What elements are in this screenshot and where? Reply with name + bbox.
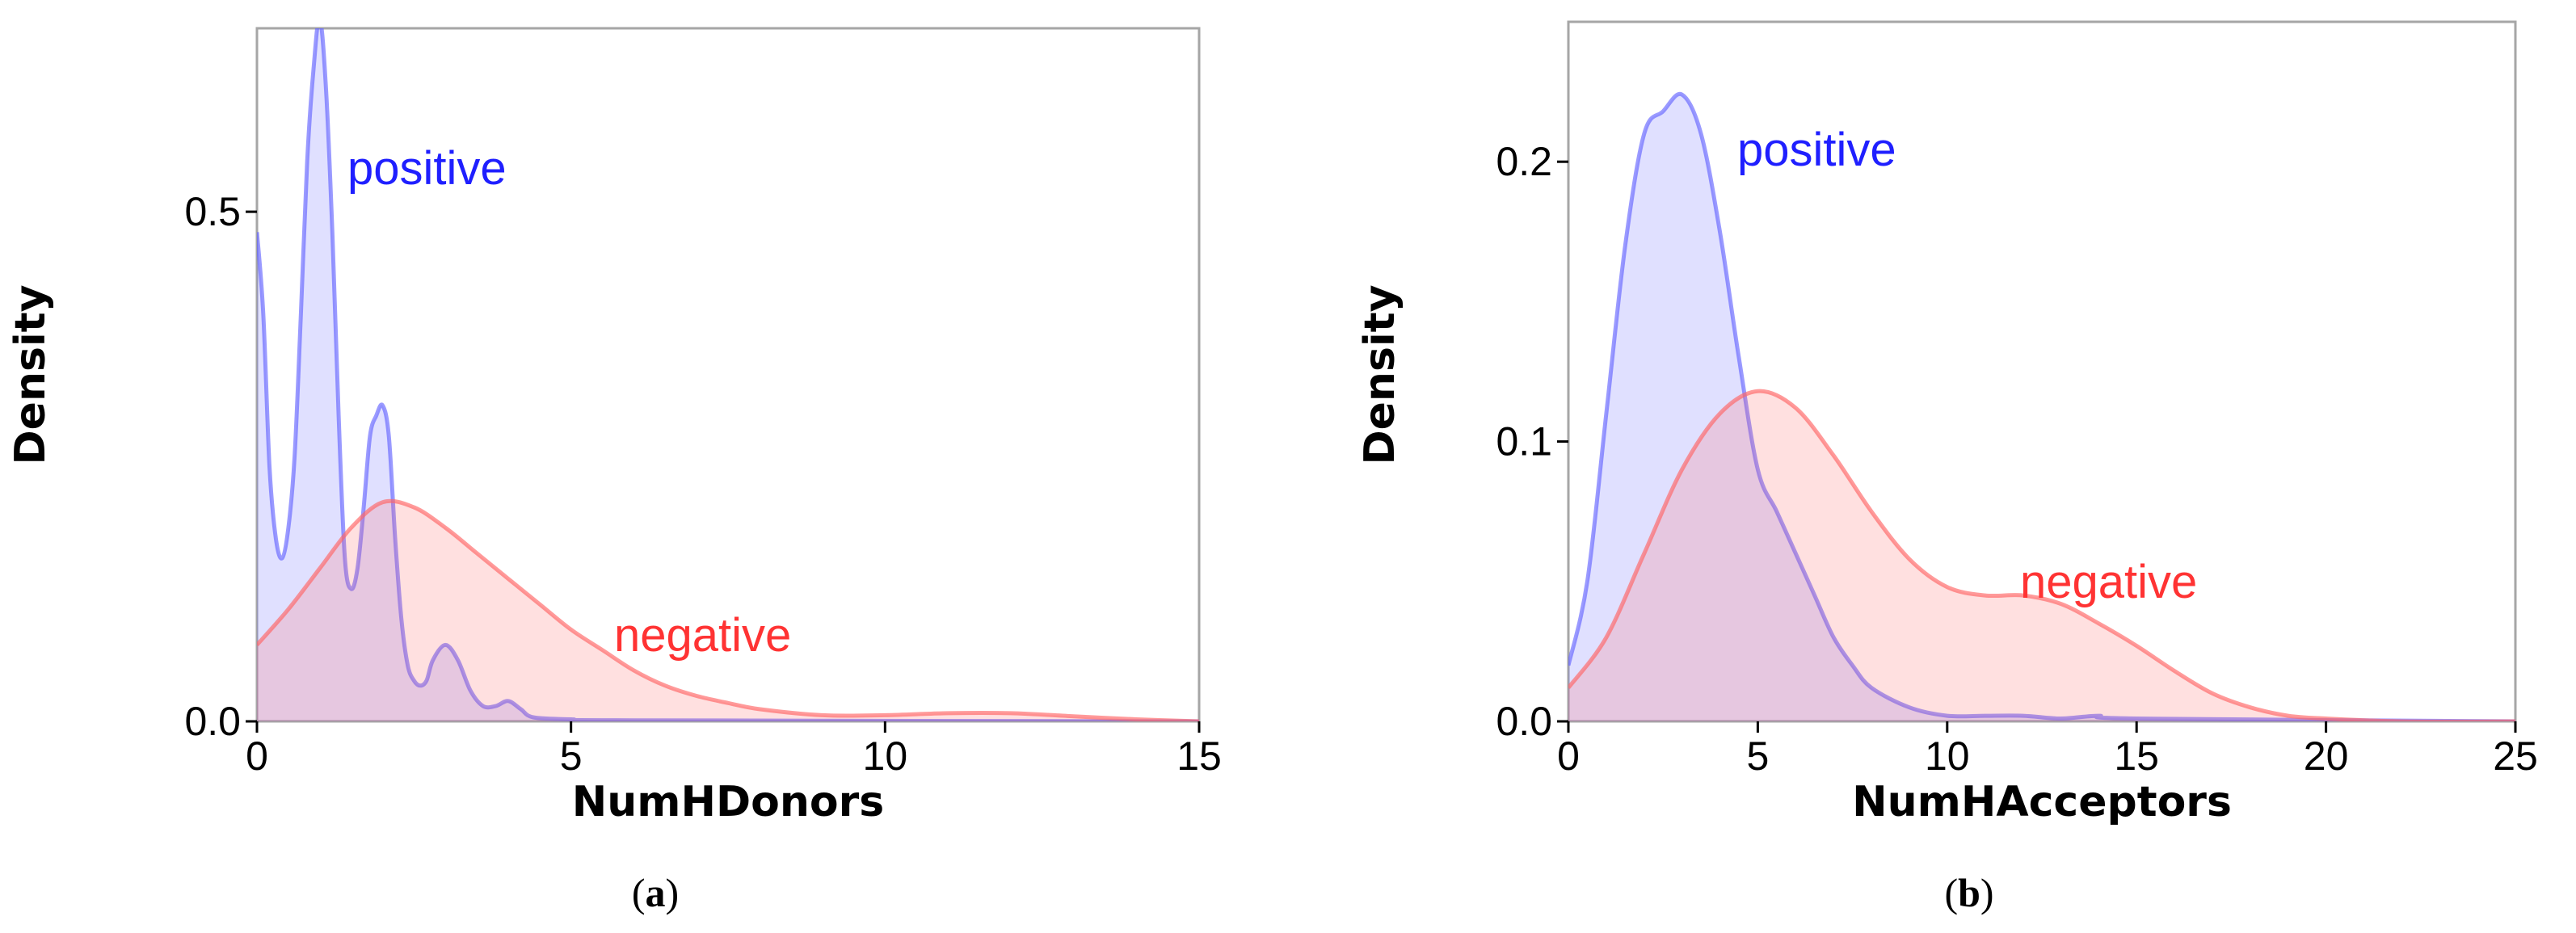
- panel-caption-letter: a: [646, 870, 666, 915]
- area-negative: [257, 501, 1199, 721]
- chart-panel-a: positive negative 0 5 10 15 0.0 0.5 NumHDonors De…: [6, 27, 1222, 915]
- series-positive: [1568, 91, 2515, 721]
- area-positive: [1568, 94, 2515, 721]
- y-tick-label: 0.1: [1496, 419, 1552, 464]
- y-tick-label: 0.5: [184, 189, 241, 234]
- y-axis-label: Density: [6, 285, 55, 465]
- y-ticks: 0.0 0.5: [184, 189, 257, 744]
- x-tick-label: 20: [2304, 733, 2349, 779]
- x-tick-label: 10: [863, 733, 908, 779]
- plot-frame: [1567, 20, 2517, 723]
- line-positive: [257, 28, 1199, 721]
- line-positive: [1568, 91, 2515, 721]
- series-negative: [1568, 389, 2515, 721]
- x-tick-label: 5: [1746, 733, 1769, 779]
- series-label-negative: negative: [2020, 556, 2197, 608]
- series-positive: [257, 28, 1199, 721]
- x-tick-label: 5: [560, 733, 583, 779]
- x-axis-label: NumHDonors: [572, 778, 884, 826]
- line-negative: [1568, 389, 2515, 721]
- area-positive: [257, 28, 1199, 721]
- y-tick-label: 0.2: [1496, 139, 1552, 184]
- plot-frame: [255, 27, 1201, 723]
- x-axis-label: NumHAcceptors: [1852, 778, 2232, 826]
- series-negative: [257, 498, 1199, 721]
- panel-caption: (b): [1944, 870, 1993, 915]
- x-tick-label: 25: [2493, 733, 2538, 779]
- x-ticks: 0 5 10 15 20 25: [1557, 721, 2538, 779]
- panel-caption: (a): [632, 870, 679, 915]
- chart-panel-b: positive negative 0 5 10 15 20 25 0.0 0.1 0.2 NumHA…: [1356, 20, 2538, 915]
- area-negative: [1568, 391, 2515, 721]
- x-tick-label: 0: [1557, 733, 1580, 779]
- panel-caption-letter: b: [1958, 870, 1980, 915]
- x-tick-label: 0: [246, 733, 268, 779]
- x-tick-label: 10: [1925, 733, 1970, 779]
- x-ticks: 0 5 10 15: [246, 721, 1222, 779]
- y-tick-label: 0.0: [1496, 699, 1552, 744]
- series-label-positive: positive: [347, 142, 507, 195]
- line-negative: [257, 498, 1199, 721]
- series-label-positive: positive: [1737, 124, 1896, 176]
- y-tick-label: 0.0: [184, 699, 241, 744]
- x-tick-label: 15: [2114, 733, 2159, 779]
- series-label-negative: negative: [614, 609, 791, 662]
- y-axis-label: Density: [1356, 285, 1404, 465]
- x-tick-label: 15: [1176, 733, 1222, 779]
- y-ticks: 0.0 0.1 0.2: [1496, 139, 1568, 744]
